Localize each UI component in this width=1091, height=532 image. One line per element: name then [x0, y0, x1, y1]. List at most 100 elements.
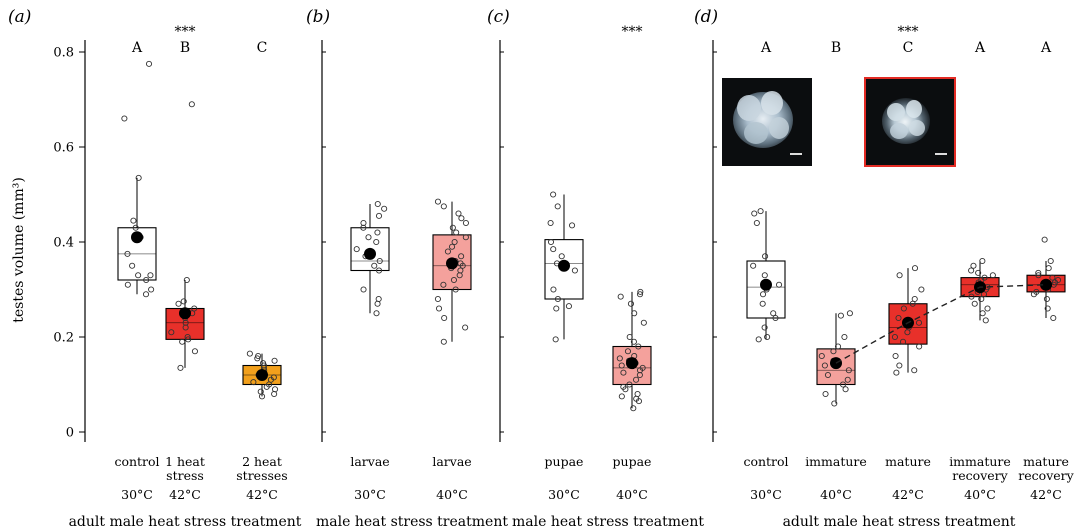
data-point [616, 355, 623, 362]
data-point [775, 281, 783, 288]
data-point [550, 286, 557, 293]
data-point [909, 300, 916, 307]
data-point [185, 336, 192, 343]
data-point [900, 305, 907, 312]
temperature-label: 42°C [1030, 487, 1062, 502]
data-point [179, 338, 186, 345]
category-label: pupae [613, 454, 652, 469]
data-point [147, 272, 154, 279]
temperature-label: 40°C [436, 487, 468, 502]
group-letter: A [131, 40, 143, 56]
data-point [630, 405, 637, 412]
data-point [635, 398, 642, 405]
data-point [918, 286, 925, 293]
data-point [772, 314, 779, 322]
data-point [375, 212, 383, 219]
data-point [624, 348, 632, 355]
y-tick-label: 0 [66, 426, 74, 441]
x-axis-title: adult male heat stress treatment [783, 514, 1016, 530]
data-point [975, 269, 982, 276]
data-point [135, 272, 142, 279]
data-point [434, 198, 442, 205]
data-point [830, 348, 837, 355]
mean-point [131, 231, 143, 244]
data-point [631, 310, 638, 317]
group-letter: C [257, 40, 268, 56]
panel-label-a: (a) [8, 7, 31, 27]
data-point [129, 262, 136, 269]
data-point [121, 115, 128, 122]
y-tick-label: 0.8 [53, 46, 74, 61]
category-label: 1 heat [165, 454, 205, 469]
mean-point [558, 259, 570, 272]
data-point [458, 253, 465, 260]
data-point [444, 248, 451, 255]
data-point [550, 246, 557, 253]
data-point [1049, 274, 1056, 281]
data-point [753, 219, 760, 227]
data-point [547, 238, 555, 246]
data-point [434, 295, 441, 303]
data-point [175, 300, 182, 307]
mean-point [364, 247, 376, 260]
category-label: mature [1023, 454, 1069, 469]
data-point [130, 217, 137, 224]
data-point [246, 350, 253, 357]
data-point [761, 272, 768, 279]
data-point [547, 219, 554, 227]
data-point [761, 324, 768, 331]
data-point [462, 324, 469, 331]
mean-point [760, 278, 772, 291]
group-letter: B [831, 40, 841, 56]
significance-stars: *** [175, 24, 196, 40]
data-point [183, 276, 190, 284]
x-axis-title: male heat stress treatment [316, 514, 508, 530]
data-point [834, 343, 842, 350]
data-point [374, 300, 381, 307]
data-point [550, 191, 557, 198]
y-axis-label: testes volume (mm³) [11, 177, 27, 323]
data-point [844, 376, 851, 383]
data-point [373, 238, 380, 246]
data-point [915, 319, 923, 326]
data-point [620, 369, 627, 376]
data-point [1050, 314, 1057, 322]
data-point [449, 224, 456, 231]
data-point [441, 314, 448, 322]
data-point [751, 210, 758, 217]
data-point [191, 348, 198, 355]
data-point [978, 295, 985, 303]
data-point [365, 234, 372, 241]
data-point [371, 262, 378, 269]
data-point [462, 219, 469, 227]
data-point [831, 400, 838, 407]
data-point [968, 293, 975, 300]
data-point [622, 386, 629, 393]
category-label: larvae [350, 454, 389, 469]
data-point [821, 362, 828, 369]
data-point [132, 224, 139, 231]
data-point [982, 317, 989, 324]
data-point [762, 253, 769, 260]
group-letter: B [180, 40, 190, 56]
data-point [145, 60, 153, 67]
data-point [1044, 305, 1051, 312]
panel-label-b: (b) [306, 7, 330, 27]
category-label: pupae [545, 454, 584, 469]
data-point [899, 338, 907, 345]
data-point [1047, 257, 1054, 265]
data-point [989, 272, 996, 279]
data-point [568, 222, 576, 229]
temperature-label: 30°C [354, 487, 386, 502]
data-point [618, 362, 625, 369]
data-point [630, 338, 637, 345]
data-point [633, 376, 640, 383]
data-point [636, 371, 643, 379]
data-point [971, 300, 978, 307]
data-point [374, 200, 381, 208]
group-letter: A [1040, 40, 1052, 56]
category-label: control [743, 454, 788, 469]
data-point [376, 257, 383, 265]
mean-point [1040, 278, 1052, 291]
data-point [148, 286, 155, 293]
